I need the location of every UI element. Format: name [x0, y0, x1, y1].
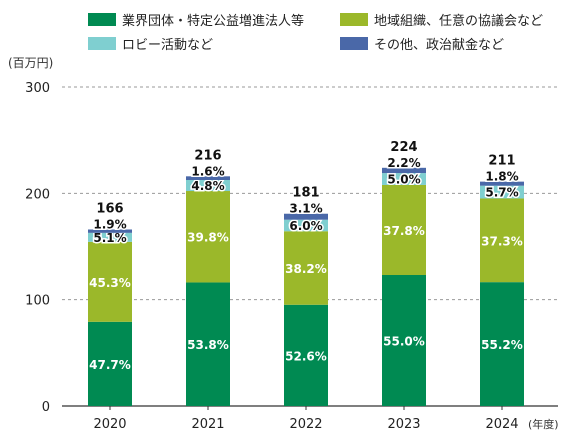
- data-label: 5.0%: [387, 173, 420, 187]
- bar-segment: [88, 321, 132, 406]
- legend-item-industry: 業界団体・特定公益増進法人等: [88, 10, 304, 29]
- x-unit-label: (年度): [528, 417, 559, 431]
- legend-swatch: [340, 13, 368, 26]
- y-tick-label: 0: [42, 400, 50, 415]
- data-label: 37.8%: [383, 224, 425, 238]
- data-label: 6.0%: [289, 219, 322, 233]
- legend-item-other: その他、政治献金など: [340, 34, 504, 53]
- bar-segment: [88, 241, 132, 322]
- legend-label: 地域組織、任意の協議会など: [374, 14, 544, 29]
- legend: 業界団体・特定公益増進法人等 地域組織、任意の協議会など ロビー活動など その他…: [88, 10, 568, 53]
- bar-segment: [284, 231, 328, 305]
- bar-segment: [284, 219, 328, 232]
- x-tick-label: 2021: [191, 417, 224, 432]
- bar-segment: [88, 229, 132, 233]
- x-tick-label: 2023: [387, 417, 420, 432]
- bar-segment: [480, 282, 524, 406]
- bar-segment: [382, 184, 426, 275]
- y-unit-label: (百万円): [8, 56, 53, 70]
- data-label: 45.3%: [89, 276, 131, 290]
- total-label: 224: [390, 140, 417, 155]
- bar-segment: [284, 213, 328, 220]
- data-label: 5.1%: [93, 231, 126, 245]
- x-tick-label: 2022: [289, 417, 322, 432]
- total-label: 166: [96, 201, 123, 216]
- legend-item-lobbying: ロビー活動など: [88, 34, 213, 53]
- bar-segment: [186, 282, 230, 406]
- data-label: 38.2%: [285, 262, 327, 276]
- bar-segment: [186, 191, 230, 283]
- bar-segment: [186, 176, 230, 180]
- data-label: 3.1%: [289, 202, 322, 216]
- bar-segment: [480, 198, 524, 283]
- bar-segment: [480, 185, 524, 199]
- data-label: 37.3%: [481, 234, 523, 248]
- bar-segment: [186, 179, 230, 192]
- data-label: 55.0%: [383, 334, 425, 348]
- data-label: 1.8%: [485, 170, 518, 184]
- data-label: 47.7%: [89, 358, 131, 372]
- bar-segment: [88, 232, 132, 242]
- y-tick-label: 200: [25, 187, 50, 202]
- bar-segment: [382, 173, 426, 185]
- x-tick-label: 2020: [93, 417, 126, 432]
- legend-item-regional: 地域組織、任意の協議会など: [340, 10, 543, 29]
- bar-segment: [480, 181, 524, 186]
- data-label: 5.7%: [485, 186, 518, 200]
- legend-swatch: [88, 37, 116, 50]
- y-tick-label: 300: [25, 81, 50, 96]
- data-label: 1.9%: [93, 217, 126, 231]
- legend-swatch: [340, 37, 368, 50]
- data-label: 39.8%: [187, 231, 229, 245]
- total-label: 181: [292, 186, 319, 201]
- total-label: 211: [488, 154, 515, 169]
- bar-segment: [382, 274, 426, 406]
- legend-label: ロビー活動など: [122, 38, 214, 53]
- bar-segment: [382, 167, 426, 174]
- data-label: 52.6%: [285, 349, 327, 363]
- data-label: 2.2%: [387, 156, 420, 170]
- legend-swatch: [88, 13, 116, 26]
- total-label: 216: [194, 148, 221, 163]
- data-label: 1.6%: [191, 164, 224, 178]
- data-label: 53.8%: [187, 338, 229, 352]
- data-label: 4.8%: [191, 179, 224, 193]
- data-label: 55.2%: [481, 338, 523, 352]
- x-tick-label: 2024: [485, 417, 518, 432]
- y-tick-label: 100: [25, 294, 50, 309]
- legend-label: その他、政治献金など: [374, 38, 505, 53]
- bar-segment: [284, 304, 328, 406]
- legend-label: 業界団体・特定公益増進法人等: [122, 14, 305, 29]
